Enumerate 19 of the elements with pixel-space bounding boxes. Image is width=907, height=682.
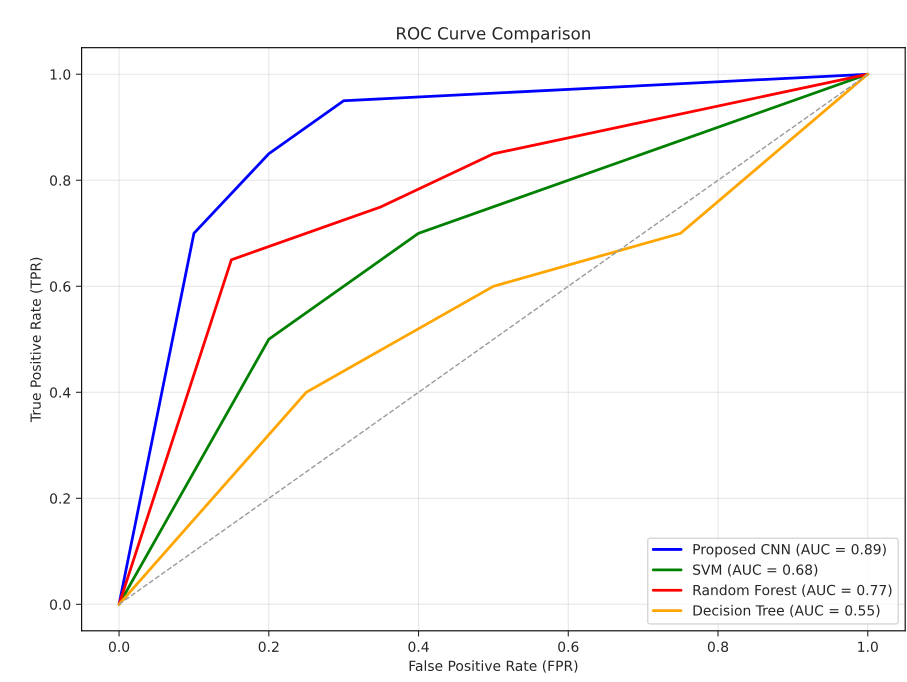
legend-label: SVM (AUC = 0.68): [693, 564, 818, 577]
x-tick-label: 1.0: [858, 642, 878, 652]
legend-label: Decision Tree (AUC = 0.55): [694, 604, 880, 618]
x-tick-label: 0.6: [558, 642, 578, 652]
x-tick-label: 0.0: [108, 642, 130, 652]
y-tick-label: 0.2: [50, 493, 70, 504]
x-tick-label: 0.8: [708, 642, 728, 652]
y-axis-title: True Positive Rate (TPR): [30, 258, 43, 422]
y-tick-label: 0.8: [50, 175, 70, 186]
legend-label: Random Forest (AUC = 0.77): [694, 584, 892, 597]
x-axis-title: False Positive Rate (FPR): [410, 660, 578, 673]
y-tick-label: 1.0: [50, 69, 70, 80]
x-tick-label: 0.2: [258, 642, 278, 652]
y-tick-label: 0.0: [50, 599, 70, 610]
y-tick-label: 0.6: [50, 281, 70, 292]
y-tick-label: 0.4: [50, 387, 70, 398]
legend-label: Proposed CNN (AUC = 0.89): [694, 544, 886, 558]
chart-title: ROC Curve Comparison: [397, 26, 590, 43]
x-tick-label: 0.4: [408, 642, 429, 652]
